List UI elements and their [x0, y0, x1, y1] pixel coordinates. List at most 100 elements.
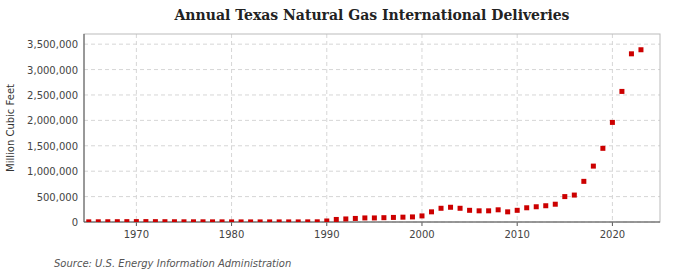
- point: [334, 217, 339, 222]
- x-grid-line: [517, 34, 518, 222]
- point: [439, 206, 444, 211]
- point: [524, 205, 529, 210]
- y-grid-line: [84, 145, 660, 146]
- x-tick-label: 2010: [504, 229, 529, 240]
- point: [267, 219, 272, 222]
- point: [134, 219, 139, 222]
- y-tick-label: 2,500,000: [27, 90, 78, 101]
- point: [248, 219, 253, 222]
- point: [305, 219, 310, 222]
- point: [296, 219, 301, 222]
- x-tick: [136, 222, 137, 226]
- x-tick-label: 1990: [314, 229, 339, 240]
- chart: Annual Texas Natural Gas International D…: [0, 0, 675, 275]
- point: [286, 219, 291, 222]
- point: [638, 47, 643, 52]
- axes: 0 500,000 1,000,000 1,500,000 2,000,000 2,500…: [27, 34, 660, 240]
- y-axis-line: [84, 34, 85, 222]
- y-grid-line: [84, 69, 660, 70]
- plot-frame: [84, 34, 660, 222]
- point: [258, 219, 263, 222]
- y-axis-label: Million Cubic Feet: [5, 84, 16, 172]
- point: [181, 219, 186, 222]
- point: [629, 51, 634, 56]
- point: [124, 219, 129, 222]
- point: [220, 219, 225, 222]
- point: [362, 215, 367, 220]
- point: [400, 215, 405, 220]
- point: [515, 208, 520, 213]
- point: [419, 213, 424, 218]
- point: [153, 219, 158, 222]
- point: [229, 219, 234, 222]
- point: [391, 215, 396, 220]
- x-grid-line: [612, 34, 613, 222]
- point: [86, 219, 91, 222]
- point: [534, 204, 539, 209]
- point: [553, 202, 558, 207]
- point: [353, 216, 358, 221]
- y-grid-line: [84, 120, 660, 121]
- point: [610, 120, 615, 125]
- x-tick: [421, 222, 422, 226]
- y-tick-label: 3,000,000: [27, 65, 78, 76]
- point: [467, 208, 472, 213]
- x-tick: [517, 222, 518, 226]
- y-grid-line: [84, 94, 660, 95]
- point: [572, 193, 577, 198]
- grid: [84, 34, 660, 222]
- x-axis-line: [84, 222, 660, 223]
- point: [486, 208, 491, 213]
- title: Annual Texas Natural Gas International D…: [174, 7, 570, 23]
- x-tick-label: 2020: [600, 229, 625, 240]
- x-tick-label: 1980: [219, 229, 244, 240]
- point: [96, 219, 101, 222]
- point: [315, 219, 320, 222]
- x-tick-label: 1970: [124, 229, 149, 240]
- x-tick: [612, 222, 613, 226]
- y-tick-label: 500,000: [37, 192, 78, 203]
- x-tick: [326, 222, 327, 226]
- point: [191, 219, 196, 222]
- point: [619, 89, 624, 94]
- point: [201, 219, 206, 222]
- point: [210, 219, 215, 222]
- point: [458, 206, 463, 211]
- point: [143, 219, 148, 222]
- point: [600, 146, 605, 151]
- x-grid-line: [136, 34, 137, 222]
- source-note: Source: U.S. Energy Information Administ…: [54, 258, 291, 269]
- x-grid-line: [231, 34, 232, 222]
- point: [239, 219, 244, 222]
- point: [372, 215, 377, 220]
- point: [429, 209, 434, 214]
- point: [543, 203, 548, 208]
- point: [324, 218, 329, 222]
- point: [162, 219, 167, 222]
- point: [115, 219, 120, 222]
- data-points: [86, 47, 643, 222]
- point: [477, 208, 482, 213]
- point: [581, 179, 586, 184]
- x-grid-line: [421, 34, 422, 222]
- y-tick-label: 2,000,000: [27, 115, 78, 126]
- point: [343, 216, 348, 221]
- y-tick-label: 3,500,000: [27, 39, 78, 50]
- y-grid-line: [84, 44, 660, 45]
- point: [562, 194, 567, 199]
- x-tick: [231, 222, 232, 226]
- y-grid-line: [84, 222, 660, 223]
- y-grid-line: [84, 171, 660, 172]
- point: [496, 207, 501, 212]
- x-grid-line: [326, 34, 327, 222]
- point: [277, 219, 282, 222]
- x-tick-label: 2000: [409, 229, 434, 240]
- point: [505, 209, 510, 214]
- point: [591, 164, 596, 169]
- point: [381, 215, 386, 220]
- y-tick-label: 0: [72, 217, 78, 228]
- y-tick-label: 1,000,000: [27, 166, 78, 177]
- point: [105, 219, 110, 222]
- y-tick-label: 1,500,000: [27, 141, 78, 152]
- point: [410, 214, 415, 219]
